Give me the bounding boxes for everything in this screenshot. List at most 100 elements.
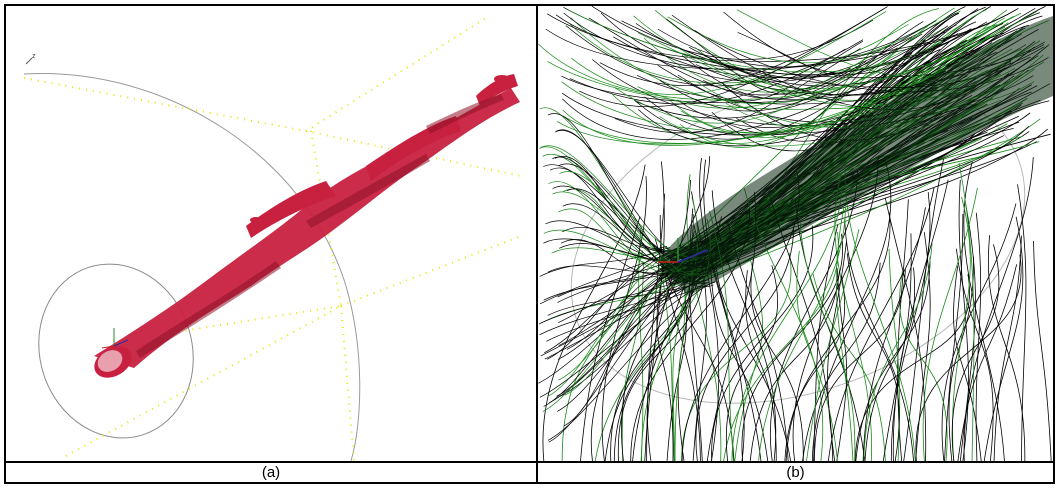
streamline <box>695 10 1038 89</box>
streamline <box>834 173 872 461</box>
streamline <box>846 253 900 461</box>
streamline <box>569 23 909 84</box>
streamline <box>703 159 762 461</box>
streamline <box>545 9 1017 70</box>
streamline <box>948 256 974 461</box>
streamline <box>1017 184 1027 461</box>
streamline <box>699 157 745 461</box>
streamline <box>844 219 914 461</box>
streamline <box>539 248 665 277</box>
streamline <box>557 265 676 298</box>
streamline <box>613 36 913 83</box>
streamline <box>558 265 677 381</box>
streamline <box>784 212 891 461</box>
streamline <box>993 235 1022 461</box>
streamline <box>542 264 689 412</box>
streamline <box>611 68 932 144</box>
streamline <box>745 270 777 461</box>
horizontal-divider <box>6 461 1053 463</box>
streamline <box>770 170 858 461</box>
jet-core-shadow <box>658 16 1053 296</box>
streamline <box>812 161 892 461</box>
streamline <box>799 220 856 461</box>
streamline <box>806 229 860 461</box>
streamline <box>562 66 948 144</box>
streamline <box>897 199 909 461</box>
streamline <box>633 53 913 140</box>
streamline <box>646 193 666 461</box>
panel-b-image <box>538 6 1053 461</box>
streamline <box>570 17 881 104</box>
panel-b-svg <box>538 6 1053 461</box>
streamline <box>884 197 927 461</box>
streamline <box>957 264 1018 461</box>
streamline <box>725 26 1006 128</box>
streamline <box>618 262 707 461</box>
streamline <box>554 155 670 250</box>
streamline <box>539 285 690 336</box>
streamline <box>695 226 794 461</box>
streamline <box>975 212 982 461</box>
streamline <box>758 206 846 461</box>
streamline <box>827 241 847 461</box>
streamline <box>667 16 937 64</box>
streamline <box>635 23 975 75</box>
streamline <box>563 12 936 71</box>
streamline <box>670 17 1005 134</box>
streamline <box>922 187 978 461</box>
jet-shading <box>136 94 504 358</box>
caption-b: (b) <box>786 464 805 481</box>
axis-triad-a <box>101 328 129 349</box>
streamline <box>796 250 838 461</box>
streamline <box>538 35 990 101</box>
streamline <box>621 20 898 79</box>
streamline <box>710 269 769 461</box>
streamline <box>741 233 844 461</box>
panel-a-svg: z <box>23 17 522 461</box>
streamline <box>725 265 778 461</box>
streamline <box>956 248 994 461</box>
streamline <box>680 51 962 138</box>
jet-inlet-face <box>97 350 123 372</box>
streamline <box>711 225 814 461</box>
streamline <box>892 179 949 461</box>
streamline <box>963 157 1034 461</box>
z-axis-label: z <box>32 53 36 60</box>
streamline <box>614 57 879 124</box>
streamline <box>987 235 1026 461</box>
streamline <box>792 156 879 461</box>
streamline <box>601 176 647 461</box>
domain-circle-b <box>570 78 1026 404</box>
streamline <box>569 48 846 105</box>
streamline <box>542 164 646 461</box>
streamline <box>983 216 1024 461</box>
vertical-divider <box>536 6 538 482</box>
streamline <box>915 254 1022 461</box>
streamline <box>813 224 839 461</box>
streamline <box>1033 240 1052 461</box>
streamline <box>579 8 885 107</box>
caption-a: (a) <box>261 464 281 481</box>
streamline <box>600 12 988 78</box>
streamline <box>547 251 674 397</box>
streamline <box>785 275 846 461</box>
streamline <box>703 8 1036 100</box>
streamlines <box>538 6 1053 461</box>
streamline <box>958 162 975 461</box>
streamline <box>681 28 922 100</box>
streamline <box>568 9 941 73</box>
streamline <box>952 196 971 461</box>
panel-a-image: z <box>6 6 536 461</box>
streamline <box>638 227 644 461</box>
streamline <box>951 244 1000 461</box>
streamline <box>836 268 848 461</box>
streamline <box>750 258 804 461</box>
corner-axis-icon <box>25 57 33 65</box>
streamline <box>591 6 874 60</box>
streamline <box>544 284 693 360</box>
streamline <box>637 32 895 93</box>
streamline <box>944 213 964 461</box>
streamline <box>540 277 698 357</box>
streamline <box>563 276 672 427</box>
streamline <box>749 270 840 461</box>
